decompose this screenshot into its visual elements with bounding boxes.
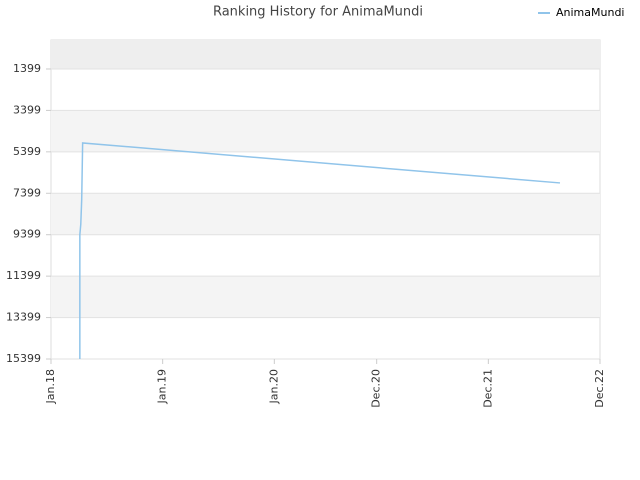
x-tick-label: Dec.20 <box>370 369 383 408</box>
band <box>51 40 600 69</box>
y-tick-label: 11399 <box>6 269 41 282</box>
x-tick-label: Dec.22 <box>593 369 606 408</box>
y-tick-label: 3399 <box>13 103 41 116</box>
band <box>51 110 600 152</box>
line <box>79 142 561 359</box>
chart-title: Ranking History for AnimaMundi <box>213 5 423 20</box>
y-tick-label: 13399 <box>6 311 41 324</box>
x-tick-label: Jan.20 <box>267 369 280 404</box>
band <box>51 276 600 318</box>
x-tick-label: Dec.21 <box>481 369 494 408</box>
band <box>51 193 600 235</box>
x-tick-label: Jan.19 <box>156 369 169 404</box>
y-tick-label: 1399 <box>13 62 41 75</box>
y-tick-label: 5399 <box>13 145 41 158</box>
y-tick-label: 15399 <box>6 352 41 365</box>
y-tick-label: 9399 <box>13 228 41 241</box>
legend-label: AnimaMundi <box>556 6 624 19</box>
x-tick-label: Jan.18 <box>44 369 57 404</box>
y-tick-label: 7399 <box>13 186 41 199</box>
